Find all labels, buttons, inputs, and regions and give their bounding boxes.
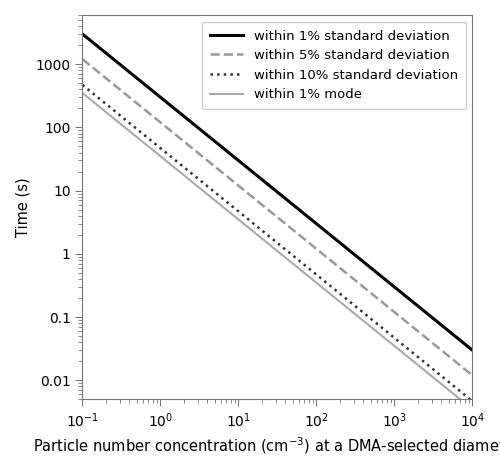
within 5% standard deviation bbox=[290, 227, 296, 233]
within 1% mode bbox=[267, 242, 273, 248]
within 1% standard deviation bbox=[290, 202, 296, 208]
X-axis label: Particle number concentration (cm$^{-3}$) at a DMA-selected diameter: Particle number concentration (cm$^{-3}$… bbox=[34, 435, 500, 456]
within 5% standard deviation bbox=[460, 365, 466, 371]
within 5% standard deviation bbox=[312, 244, 318, 250]
within 1% mode bbox=[470, 406, 476, 412]
within 1% mode bbox=[460, 399, 466, 405]
within 1% standard deviation bbox=[470, 347, 476, 353]
Line: within 1% mode: within 1% mode bbox=[82, 93, 472, 409]
within 1% mode bbox=[312, 278, 318, 284]
within 1% standard deviation bbox=[312, 219, 318, 225]
within 10% standard deviation bbox=[267, 234, 273, 240]
within 10% standard deviation bbox=[80, 82, 86, 88]
within 10% standard deviation bbox=[399, 341, 405, 347]
within 10% standard deviation bbox=[460, 390, 466, 396]
Line: within 5% standard deviation: within 5% standard deviation bbox=[82, 59, 472, 375]
within 5% standard deviation bbox=[267, 208, 273, 214]
within 10% standard deviation bbox=[312, 270, 318, 276]
within 5% standard deviation bbox=[264, 206, 270, 212]
within 1% mode bbox=[80, 90, 86, 96]
Y-axis label: Time (s): Time (s) bbox=[15, 178, 30, 237]
within 5% standard deviation bbox=[470, 373, 476, 378]
Line: within 10% standard deviation: within 10% standard deviation bbox=[82, 85, 472, 401]
within 1% standard deviation bbox=[460, 340, 466, 345]
within 10% standard deviation bbox=[290, 253, 296, 259]
within 1% standard deviation bbox=[80, 31, 86, 37]
Legend: within 1% standard deviation, within 5% standard deviation, within 10% standard : within 1% standard deviation, within 5% … bbox=[202, 22, 466, 109]
within 10% standard deviation bbox=[264, 232, 270, 238]
within 10% standard deviation bbox=[470, 398, 476, 404]
Line: within 1% standard deviation: within 1% standard deviation bbox=[82, 34, 472, 350]
within 5% standard deviation bbox=[80, 57, 86, 62]
within 1% standard deviation bbox=[264, 181, 270, 187]
within 5% standard deviation bbox=[399, 316, 405, 321]
within 1% mode bbox=[264, 240, 270, 246]
within 1% mode bbox=[290, 261, 296, 267]
within 1% standard deviation bbox=[267, 183, 273, 189]
within 1% standard deviation bbox=[399, 290, 405, 296]
within 1% mode bbox=[399, 349, 405, 355]
